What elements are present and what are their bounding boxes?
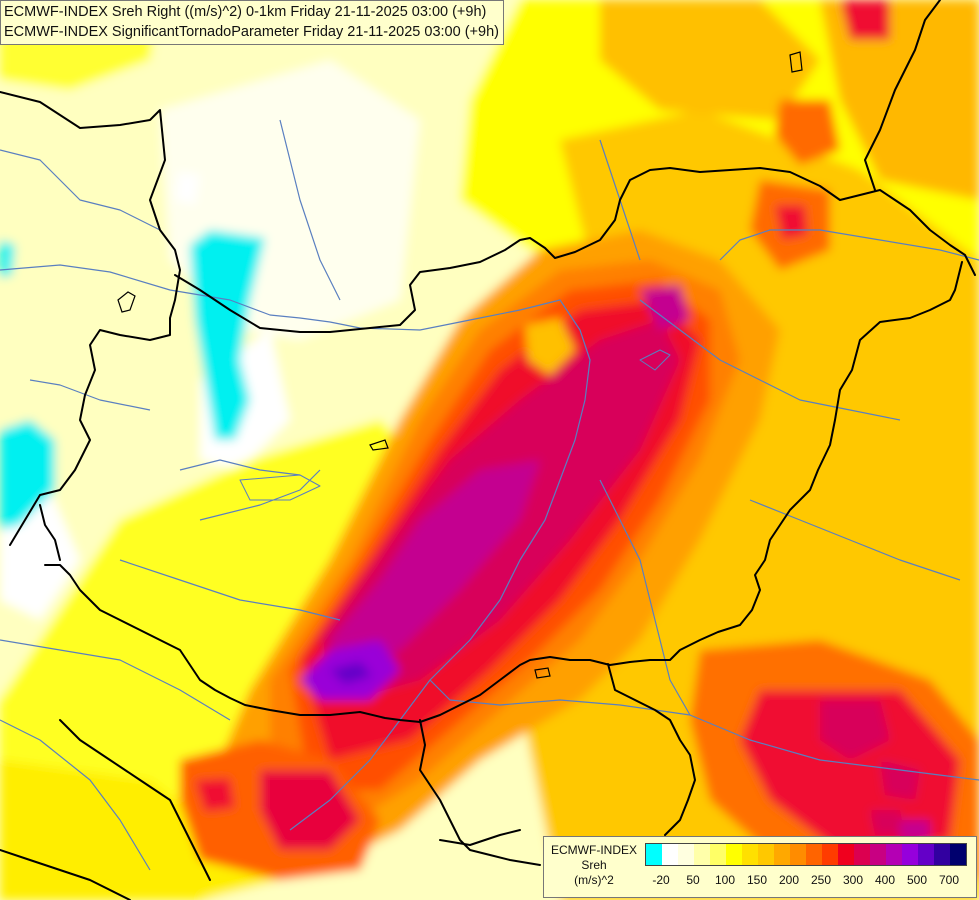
title-line-1: ECMWF-INDEX Sreh Right ((m/s)^2) 0-1km F… <box>4 4 487 20</box>
legend-swatch <box>950 844 966 865</box>
legend-swatch <box>662 844 678 865</box>
title-line-2: ECMWF-INDEX SignificantTornadoParameter … <box>4 24 499 40</box>
legend-swatch <box>934 844 950 865</box>
legend-tick-label: 200 <box>778 873 800 887</box>
legend-tick-label: -20 <box>652 873 670 887</box>
legend-swatch <box>678 844 694 865</box>
lakes <box>117 51 803 679</box>
map-title-box: ECMWF-INDEX Sreh Right ((m/s)^2) 0-1km F… <box>0 0 504 45</box>
legend-swatch <box>790 844 806 865</box>
legend-tick-label: 300 <box>842 873 864 887</box>
legend-tick-label: 50 <box>686 873 700 887</box>
legend-tick-label: 400 <box>874 873 896 887</box>
legend-line-2: Sreh <box>581 858 607 872</box>
legend-tick-label: 100 <box>714 873 736 887</box>
legend-line-1: ECMWF-INDEX <box>551 843 637 857</box>
legend-swatch <box>694 844 710 865</box>
legend-swatch <box>822 844 838 865</box>
legend-swatch <box>742 844 758 865</box>
legend-title: ECMWF-INDEX Sreh (m/s)^2 <box>544 843 644 888</box>
legend-tick-label: 150 <box>746 873 768 887</box>
legend-swatch <box>854 844 870 865</box>
legend-swatch <box>646 844 662 865</box>
legend-swatch <box>806 844 822 865</box>
legend-line-3: (m/s)^2 <box>574 873 614 887</box>
color-legend: ECMWF-INDEX Sreh (m/s)^2 -20 50 100 150 200 2… <box>543 836 977 898</box>
legend-swatch <box>838 844 854 865</box>
legend-swatch <box>918 844 934 865</box>
legend-swatch <box>710 844 726 865</box>
legend-swatch <box>758 844 774 865</box>
legend-color-bar <box>645 843 967 866</box>
legend-swatch <box>902 844 918 865</box>
legend-swatch <box>726 844 742 865</box>
legend-swatch <box>886 844 902 865</box>
legend-tick-label: 700 <box>938 873 960 887</box>
legend-tick-label: 500 <box>906 873 928 887</box>
legend-swatch <box>870 844 886 865</box>
legend-swatch <box>774 844 790 865</box>
legend-tick-label: 250 <box>810 873 832 887</box>
